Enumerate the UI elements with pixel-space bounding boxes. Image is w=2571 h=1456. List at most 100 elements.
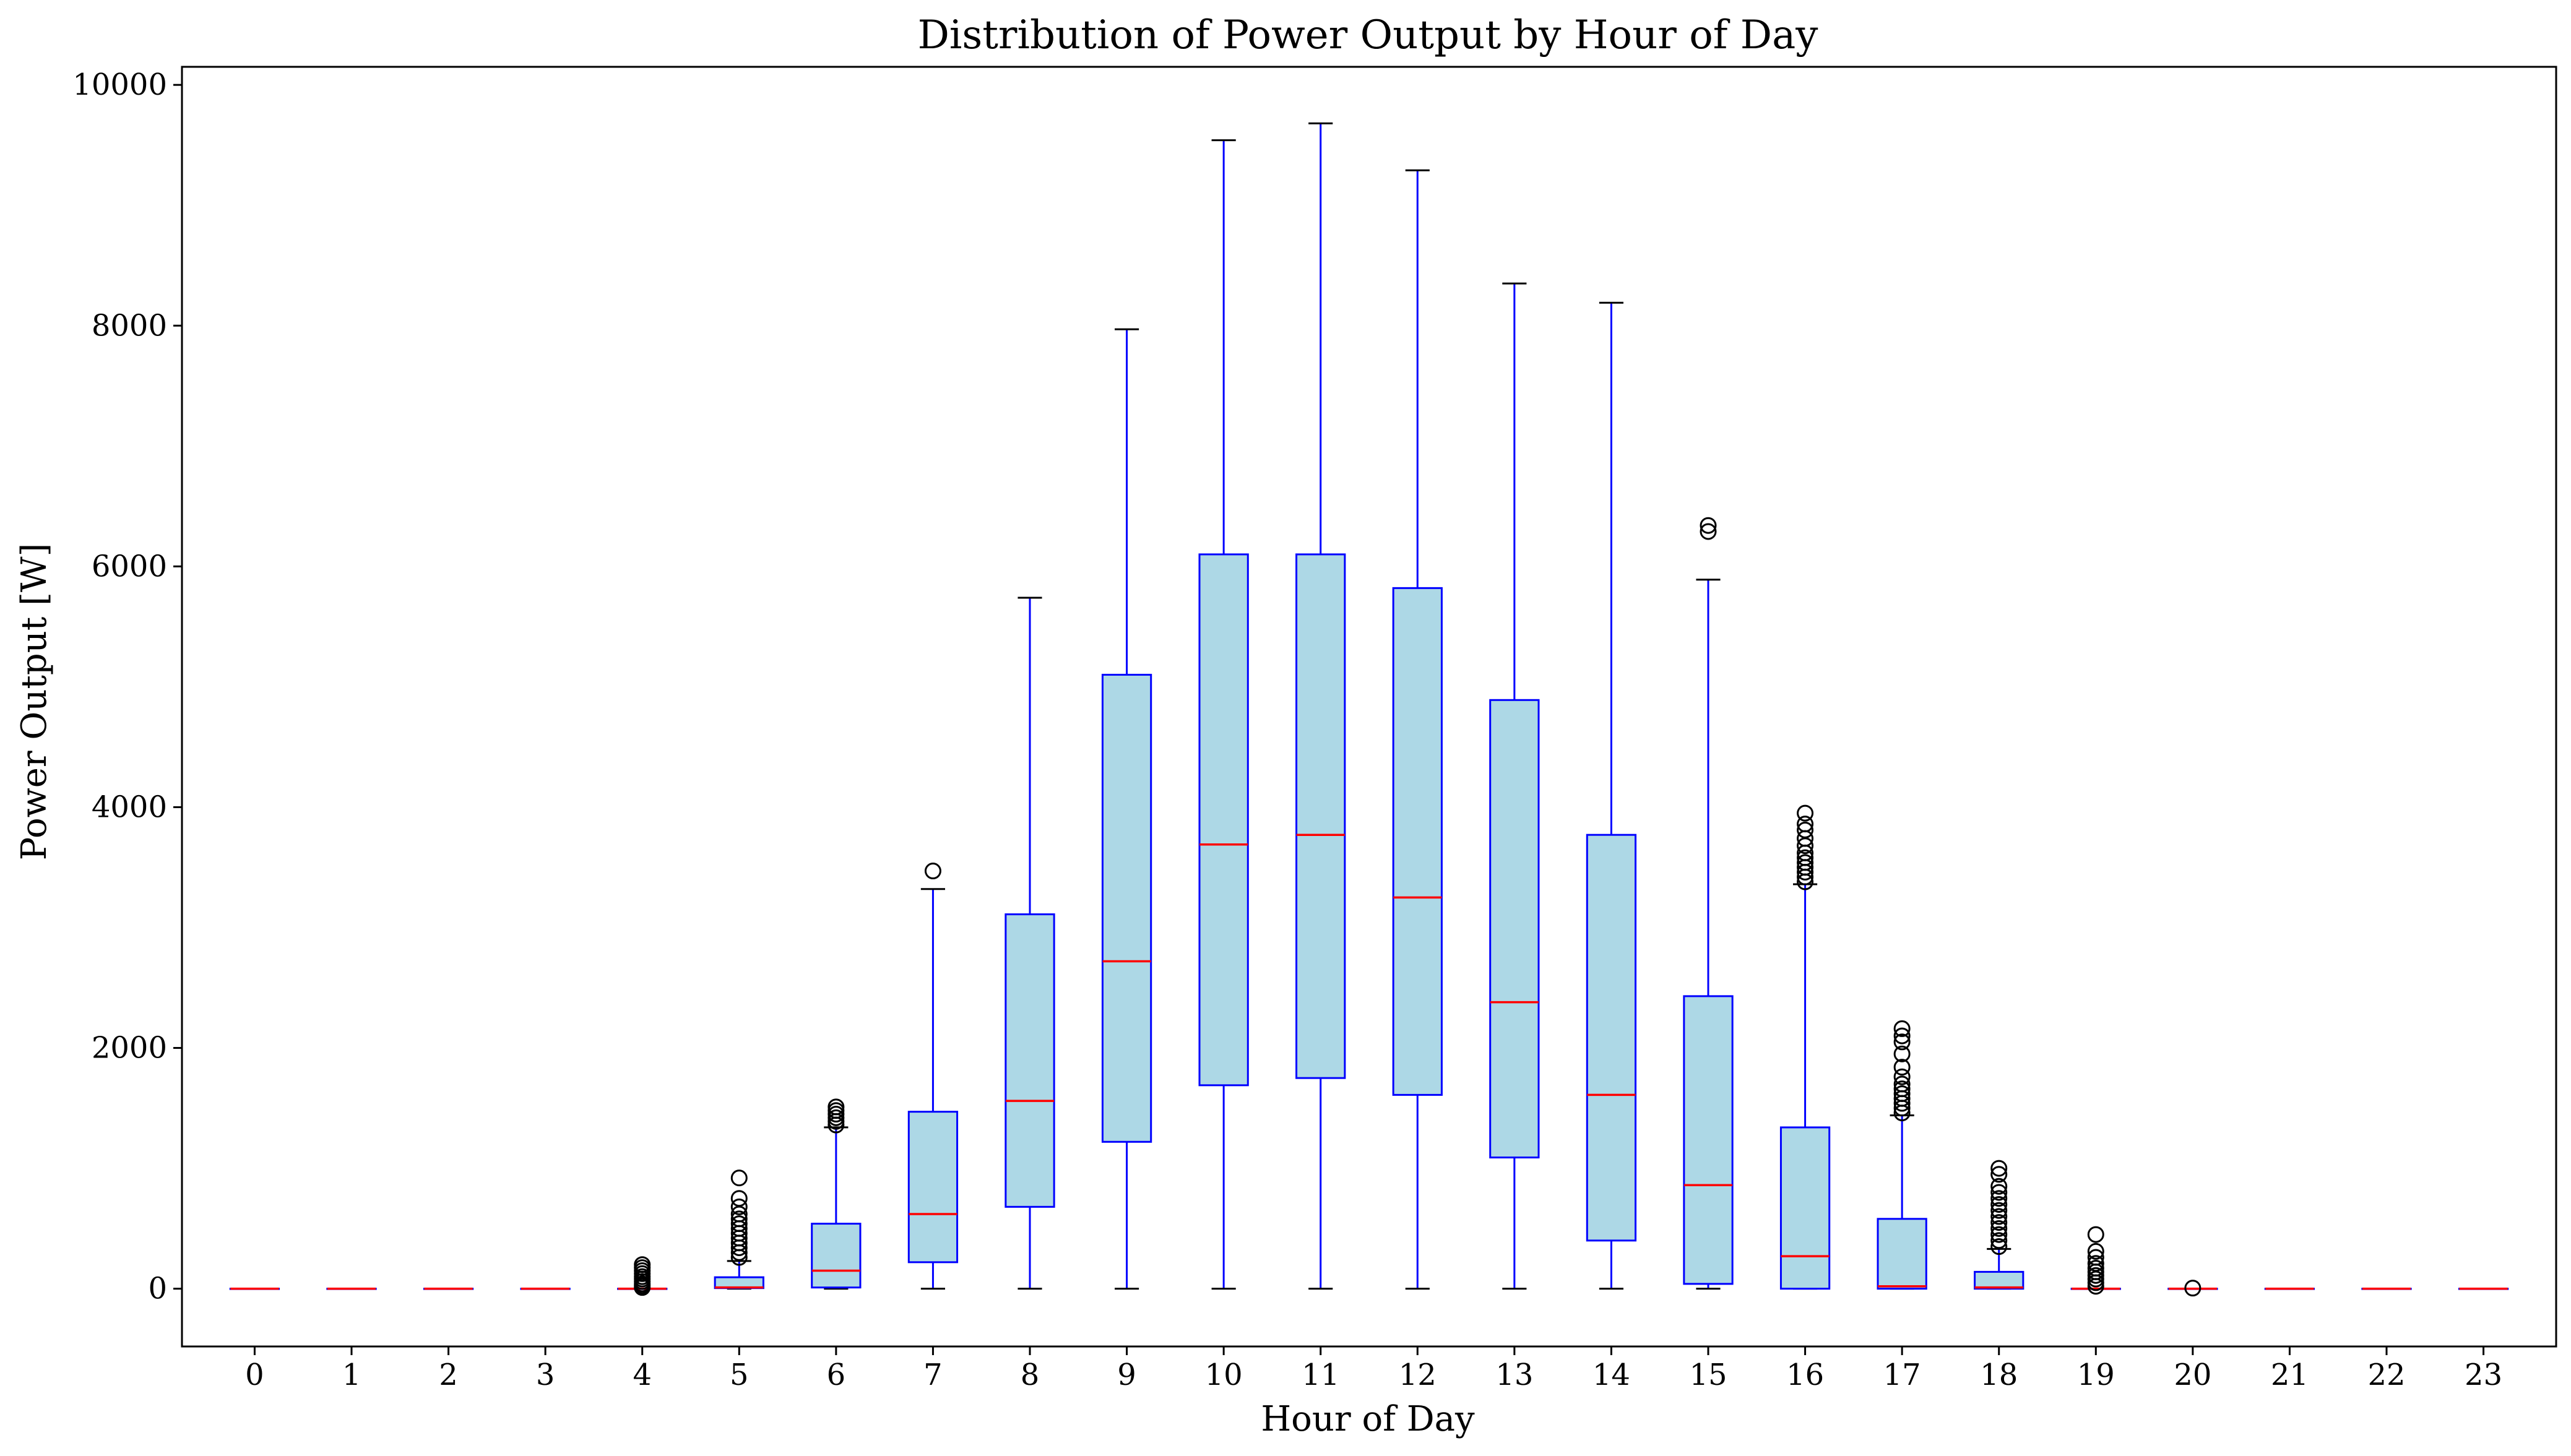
box-hour-9 (1101, 328, 1152, 1290)
box-hour-4 (617, 1256, 668, 1296)
y-axis: 0 2000 4000 6000 8000 10000 (72, 67, 182, 1306)
iqr-box (1779, 1126, 1831, 1290)
box-hour-1 (326, 1287, 377, 1290)
x-tick-label: 19 (2077, 1358, 2115, 1392)
outlier-point (730, 1215, 748, 1233)
outlier-point (924, 863, 941, 880)
x-axis-label: Hour of Day (1261, 1399, 1475, 1439)
outlier-point (1990, 1184, 2008, 1201)
box-hour-21 (2264, 1287, 2315, 1290)
outlier-point (1700, 523, 1717, 540)
plot-frame (181, 66, 2557, 1348)
box-hour-18 (1974, 1160, 2024, 1290)
x-tick-label: 20 (2174, 1358, 2211, 1392)
y-tick-label: 10000 (72, 67, 167, 102)
x-tick-label: 11 (1302, 1358, 1339, 1392)
x-tick-label: 16 (1786, 1358, 1824, 1392)
outlier-point (2184, 1280, 2202, 1297)
iqr-box (811, 1223, 862, 1289)
iqr-box (1489, 699, 1540, 1159)
x-tick-label: 2 (439, 1358, 458, 1392)
outlier-point (2087, 1255, 2104, 1272)
outlier-point (1893, 1068, 1911, 1085)
iqr-box (907, 1111, 959, 1264)
iqr-box (1005, 913, 1055, 1208)
outlier-point (1797, 816, 1814, 833)
outlier-point (2087, 1243, 2104, 1260)
iqr-box (1974, 1270, 2024, 1290)
x-tick-label: 7 (923, 1358, 943, 1392)
outlier-point (1797, 849, 1814, 866)
x-tick-label: 10 (1205, 1358, 1243, 1392)
outlier-point (1797, 854, 1814, 871)
x-tick-label: 8 (1021, 1358, 1040, 1392)
outlier-point (1893, 1045, 1911, 1062)
outlier-point (1990, 1238, 2008, 1256)
box-hour-0 (229, 1287, 280, 1290)
box-hour-14 (1586, 301, 1637, 1290)
outlier-point (1990, 1166, 2008, 1183)
outlier-point (730, 1190, 748, 1207)
box-hour-16 (1779, 804, 1831, 1290)
y-axis-label: Power Output [W] (14, 543, 54, 861)
outlier-point (730, 1170, 748, 1187)
chart-title: Distribution of Power Output by Hour of … (918, 12, 1818, 58)
x-tick-label: 3 (536, 1358, 555, 1392)
y-tick-label: 8000 (92, 308, 167, 343)
iqr-box (1586, 834, 1637, 1242)
outlier-point (1700, 517, 1717, 534)
x-tick-label: 1 (342, 1358, 361, 1392)
outlier-point (1893, 1033, 1911, 1051)
box-hour-7 (907, 863, 959, 1290)
box-hour-20 (2167, 1280, 2218, 1297)
box-hour-23 (2458, 1287, 2509, 1290)
outlier-point (1893, 1075, 1911, 1093)
outlier-point (2087, 1260, 2104, 1277)
outlier-point (730, 1210, 748, 1228)
iqr-box (1392, 587, 1443, 1096)
iqr-box (1295, 553, 1346, 1079)
outlier-point (1893, 1085, 1911, 1102)
outlier-point (2087, 1249, 2104, 1266)
outlier-point (1990, 1220, 2008, 1237)
box-hour-5 (714, 1170, 764, 1290)
box-hour-8 (1005, 597, 1055, 1290)
box-hour-13 (1489, 282, 1540, 1290)
box-hour-6 (811, 1098, 862, 1290)
x-tick-label: 15 (1689, 1358, 1727, 1392)
x-tick-label: 13 (1495, 1358, 1533, 1392)
outlier-point (730, 1198, 748, 1215)
x-axis: 0 1 2 3 4 5 6 7 8 9 10 11 12 13 14 15 16 17 18 19 20 21 22 23 (245, 1346, 2502, 1392)
box-hour-12 (1392, 169, 1443, 1290)
iqr-box (1198, 553, 1249, 1087)
iqr-box (1877, 1218, 1927, 1290)
x-tick-label: 17 (1883, 1358, 1921, 1392)
box-hour-10 (1198, 139, 1249, 1290)
x-tick-label: 9 (1117, 1358, 1136, 1392)
iqr-box (1683, 995, 1734, 1285)
outlier-point (1990, 1190, 2008, 1207)
y-tick-label: 4000 (92, 790, 167, 824)
box-hour-3 (520, 1287, 571, 1290)
x-tick-label: 23 (2465, 1358, 2502, 1392)
outlier-point (1990, 1202, 2008, 1219)
y-tick-label: 6000 (92, 549, 167, 584)
outlier-point (1990, 1226, 2008, 1243)
outlier-point (1893, 1020, 1911, 1037)
x-tick-label: 21 (2271, 1358, 2309, 1392)
box-hour-19 (2070, 1226, 2121, 1295)
plot-area (229, 122, 2509, 1297)
outlier-point (1990, 1232, 2008, 1249)
box-hour-11 (1295, 122, 1346, 1290)
outlier-point (1990, 1214, 2008, 1231)
x-tick-label: 5 (730, 1358, 749, 1392)
x-tick-label: 4 (633, 1358, 652, 1392)
outlier-point (1893, 1059, 1911, 1076)
outlier-point (1990, 1195, 2008, 1213)
x-tick-label: 22 (2367, 1358, 2405, 1392)
box-hour-2 (423, 1287, 474, 1290)
outlier-point (634, 1256, 651, 1273)
x-tick-label: 18 (1980, 1358, 2018, 1392)
y-tick-label: 2000 (92, 1031, 167, 1066)
